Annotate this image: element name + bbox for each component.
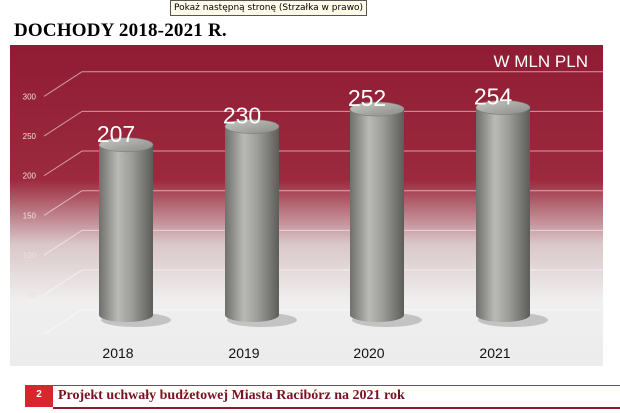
gridline-slant	[43, 190, 83, 216]
bar-top	[349, 101, 405, 117]
gridline-slant	[43, 309, 83, 335]
slide-title: DOCHODY 2018-2021 R.	[14, 20, 227, 41]
data-labels: 207 230 252 254	[97, 83, 513, 146]
footer-divider	[53, 385, 620, 386]
y-tick-label: 200	[23, 172, 37, 181]
x-tick-label: 2018	[102, 345, 133, 361]
bar-2018	[98, 137, 171, 327]
gridline-slant	[43, 229, 83, 256]
bar-body	[476, 107, 530, 322]
bar-top	[98, 137, 154, 153]
gridline-slant	[43, 110, 83, 137]
tooltip: Pokaż następną stronę (Strzałka w prawo)	[170, 0, 368, 16]
bar-body	[99, 144, 153, 322]
data-label: 230	[223, 103, 261, 129]
gridline-slant	[43, 269, 83, 296]
x-tick-label: 2021	[479, 345, 510, 361]
footer-text: Projekt uchwały budżetowej Miasta Racibó…	[58, 388, 405, 403]
bar-body	[225, 126, 279, 323]
y-tick-label: 150	[23, 211, 37, 220]
y-tick-label: 250	[23, 132, 37, 141]
bar-2021	[475, 100, 548, 327]
bar-2020	[349, 101, 422, 327]
bar-top	[475, 100, 531, 115]
y-tick-label: 300	[23, 92, 37, 101]
x-tick-label: 2020	[353, 345, 384, 361]
x-axis-ticks: 2018 2019 2020 2021	[102, 345, 510, 361]
data-label: 207	[97, 121, 135, 147]
x-tick-label: 2019	[228, 345, 259, 361]
unit-label: W MLN PLN	[494, 52, 588, 71]
bar-body	[350, 109, 404, 322]
y-axis-ticks: 300 250 200 150 100 50	[23, 92, 37, 299]
data-label: 252	[348, 85, 386, 111]
y-tick-label: 100	[23, 251, 37, 260]
bar-2019	[224, 119, 297, 327]
bars	[98, 100, 548, 327]
y-tick-label: 50	[27, 291, 36, 300]
gridline-slant	[43, 71, 83, 97]
bar-top	[224, 119, 280, 134]
page-number: 2	[25, 385, 53, 407]
gridline-slant	[43, 150, 83, 177]
footer-underline	[53, 407, 620, 409]
data-label: 254	[474, 83, 513, 109]
